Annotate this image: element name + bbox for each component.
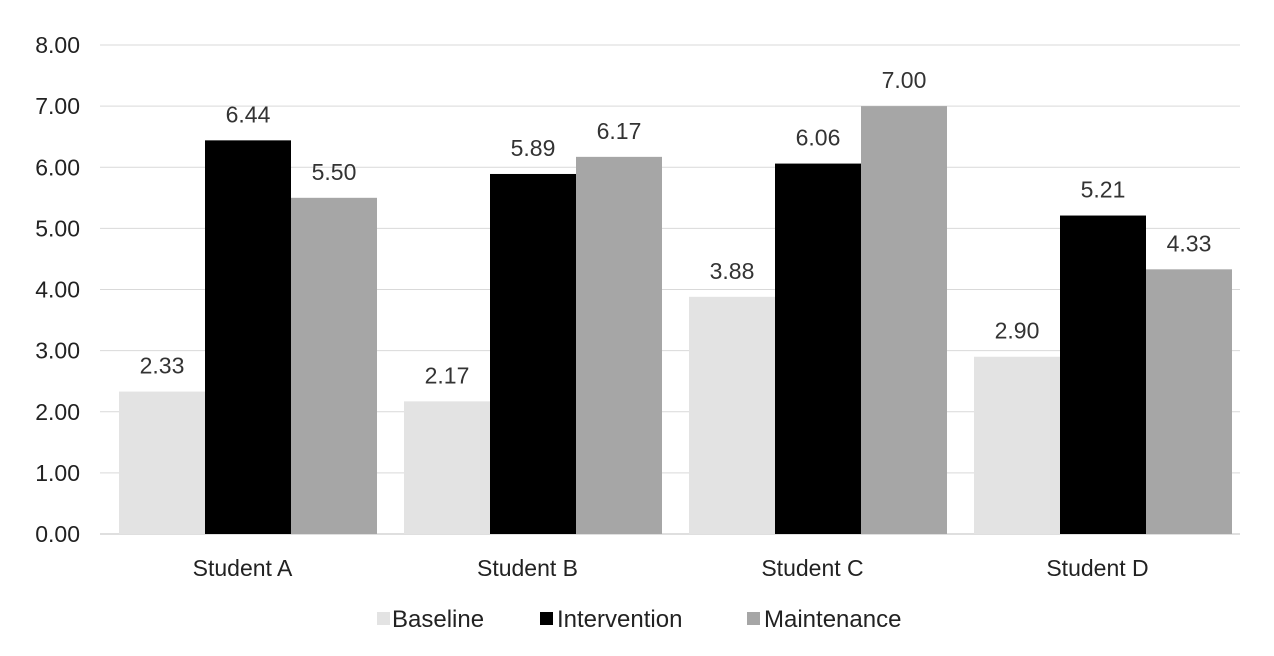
data-label: 2.17: [425, 362, 470, 388]
data-label: 6.44: [226, 101, 271, 127]
bar-maintenance-0: [291, 197, 377, 534]
data-labels: 2.33 6.44 5.50 2.17 5.89 6.17 3.88 6.06 7.00 2.90…: [140, 67, 1212, 388]
y-tick-label: 1.00: [35, 460, 80, 486]
y-tick-label: 2.00: [35, 399, 80, 425]
legend-label-maintenance: Maintenance: [764, 606, 901, 633]
bar-maintenance-3: [1146, 269, 1232, 534]
data-label: 2.33: [140, 353, 185, 379]
bar-baseline-0: [119, 391, 205, 534]
bar-intervention-1: [490, 173, 576, 534]
legend-swatch-maintenance: [747, 612, 760, 625]
y-tick-label: 4.00: [35, 277, 80, 303]
data-label: 3.88: [710, 258, 755, 284]
data-label: 6.06: [796, 125, 841, 151]
y-tick-label: 8.00: [35, 32, 80, 58]
y-tick-label: 6.00: [35, 154, 80, 180]
x-category-label: Student C: [761, 555, 863, 581]
x-axis-categories: Student A Student B Student C Student D: [193, 555, 1149, 581]
legend-swatch-intervention: [540, 612, 553, 625]
data-label: 5.89: [511, 135, 556, 161]
x-category-label: Student A: [193, 555, 293, 581]
y-tick-label: 7.00: [35, 93, 80, 119]
bar-baseline-3: [974, 356, 1060, 534]
legend-swatch-baseline: [377, 612, 390, 625]
y-tick-label: 3.00: [35, 338, 80, 364]
data-label: 5.50: [312, 159, 357, 185]
data-label: 6.17: [597, 118, 642, 144]
bar-baseline-2: [689, 296, 775, 534]
data-label: 5.21: [1081, 177, 1126, 203]
legend: Baseline Intervention Maintenance: [377, 606, 901, 633]
y-axis-ticks: 0.00 1.00 2.00 3.00 4.00 5.00 6.00 7.00 8.00: [35, 32, 80, 547]
bar-maintenance-2: [861, 106, 947, 534]
legend-label-baseline: Baseline: [392, 606, 484, 633]
bar-intervention-2: [775, 163, 861, 534]
bar-intervention-0: [205, 140, 291, 535]
bar-maintenance-1: [576, 156, 662, 534]
legend-label-intervention: Intervention: [557, 606, 682, 633]
data-label: 7.00: [882, 67, 927, 93]
data-label: 4.33: [1167, 230, 1212, 256]
x-category-label: Student B: [477, 555, 578, 581]
data-label: 2.90: [995, 318, 1040, 344]
bar-intervention-3: [1060, 215, 1146, 534]
bars: [119, 106, 1232, 535]
bar-baseline-1: [404, 401, 490, 534]
x-category-label: Student D: [1046, 555, 1148, 581]
y-tick-label: 0.00: [35, 521, 80, 547]
y-tick-label: 5.00: [35, 215, 80, 241]
